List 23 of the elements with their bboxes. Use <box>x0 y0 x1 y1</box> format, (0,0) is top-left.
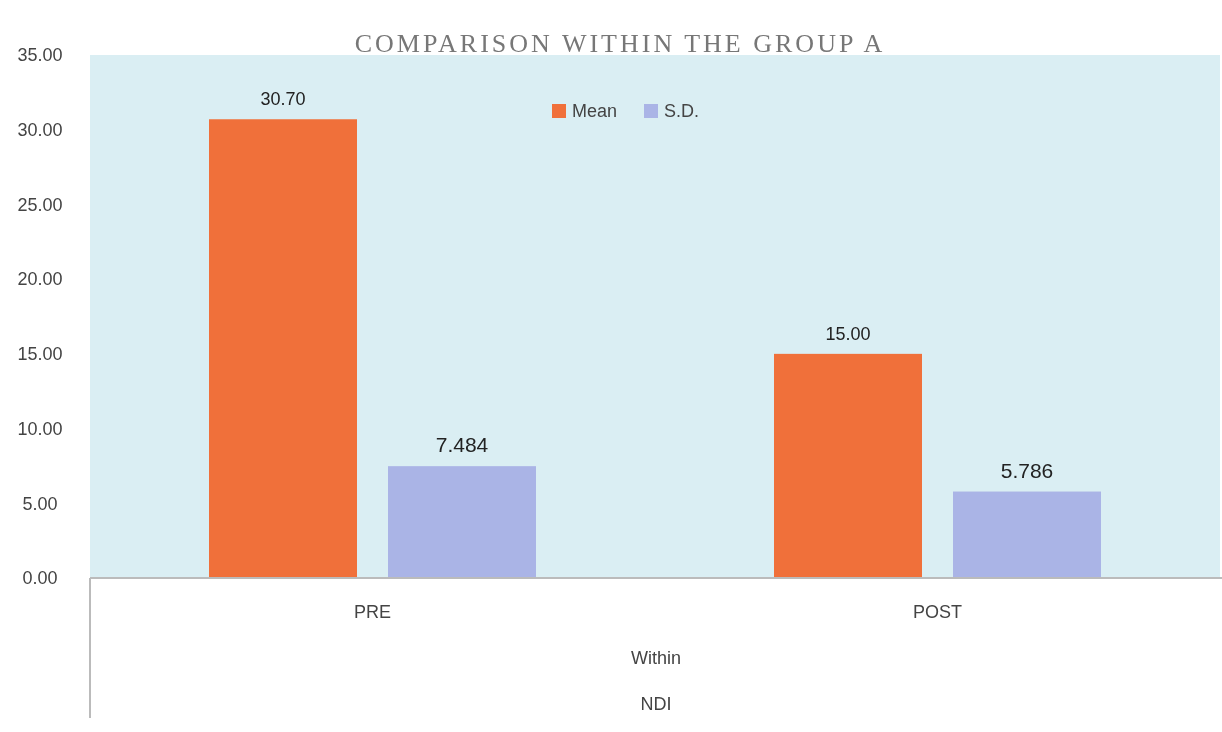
data-label: 15.00 <box>825 323 871 344</box>
y-tick-label: 35.00 <box>17 45 63 66</box>
bar <box>388 466 536 578</box>
x-tick-label: POST <box>912 602 963 623</box>
bar <box>953 491 1101 578</box>
text: NDI <box>640 694 672 715</box>
data-label: 7.484 <box>435 433 489 457</box>
legend-label: Mean <box>572 101 618 122</box>
chart-title: COMPARISON WITHIN THE GROUP A <box>354 29 886 58</box>
y-tick-label: 10.00 <box>17 418 63 439</box>
y-tick-label: 25.00 <box>17 194 63 215</box>
y-tick-label: 0.00 <box>22 568 58 589</box>
x-axis-title: Within <box>630 648 682 669</box>
x-tick-label: PRE <box>353 602 392 623</box>
y-tick-label: 5.00 <box>22 493 58 514</box>
bar <box>209 119 357 578</box>
y-tick-label: 30.00 <box>17 120 63 141</box>
bar <box>774 353 922 578</box>
y-tick-label: 15.00 <box>17 344 63 365</box>
y-tick-label: 20.00 <box>17 269 63 290</box>
data-label: 5.786 <box>1000 458 1054 482</box>
data-label: 30.70 <box>260 89 306 110</box>
legend-label: S.D. <box>664 101 700 122</box>
